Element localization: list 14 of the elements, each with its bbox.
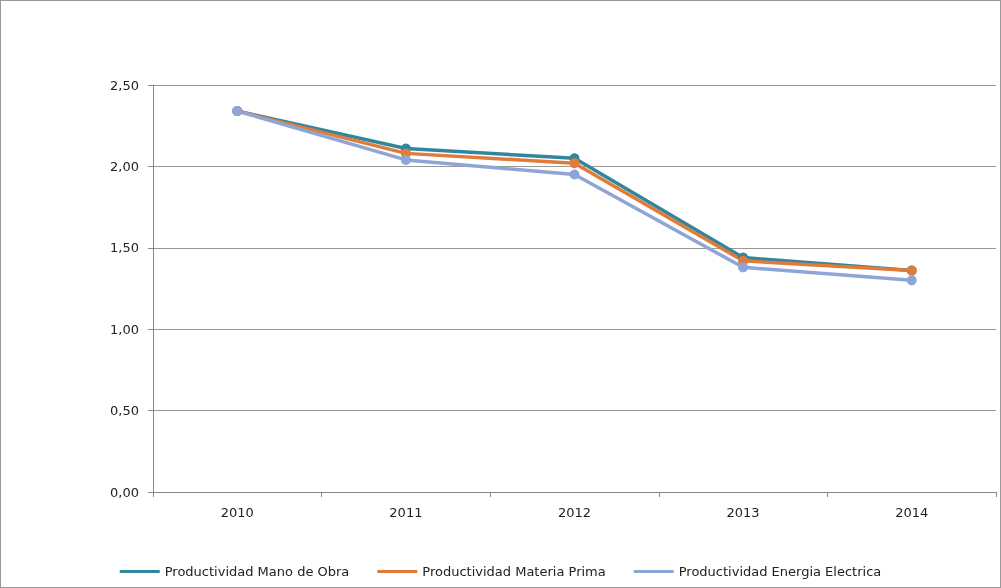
y-tick-label: 2,50 [110,77,139,93]
y-tick-label: 2,00 [110,158,139,174]
legend-label: Productividad Energia Electrica [678,564,882,579]
x-tick-label: 2012 [557,505,592,520]
x-tick-label: 2014 [895,505,929,520]
legend-label: Productividad Mano de Obra [164,564,350,579]
x-tick-label: 2013 [726,505,760,520]
y-tick-label: 1,00 [110,321,139,337]
y-tick-label: 0,00 [110,484,139,500]
legend-label: Productividad Materia Prima [422,564,606,579]
x-tick-label: 2010 [220,505,254,520]
y-tick-label: 1,50 [110,240,139,256]
x-tick-label: 2011 [389,505,423,520]
y-tick-label: 0,50 [110,403,139,419]
